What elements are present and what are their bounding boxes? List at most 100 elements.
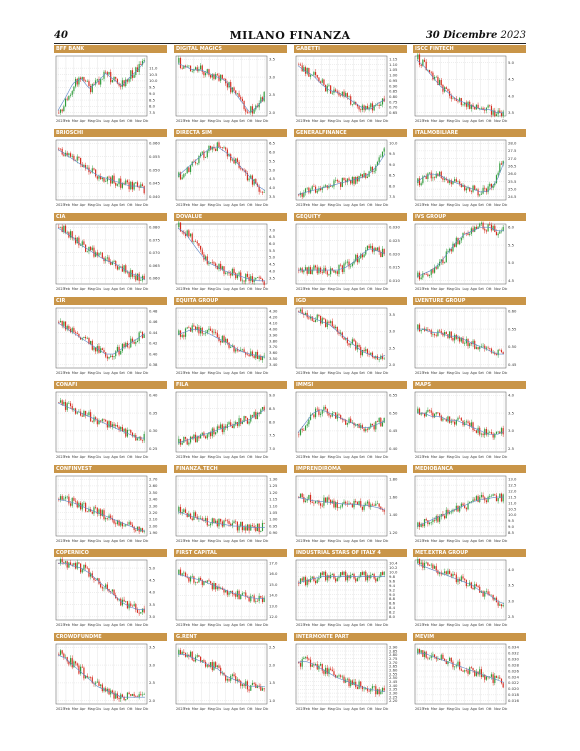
candle-body bbox=[73, 563, 75, 565]
moving-average-line bbox=[57, 227, 146, 281]
candle-body bbox=[306, 498, 308, 501]
candle-body bbox=[480, 193, 482, 195]
candle-body bbox=[306, 424, 308, 426]
candle-body bbox=[447, 180, 449, 183]
candle-body bbox=[370, 245, 372, 248]
x-tick-label: Ago bbox=[111, 371, 118, 375]
x-tick-label: Dic bbox=[143, 287, 149, 291]
x-tick-label: Mar bbox=[72, 119, 79, 123]
candle-body bbox=[309, 494, 312, 502]
x-tick-label: Feb bbox=[184, 623, 190, 627]
x-tick-label: Giu bbox=[96, 371, 102, 375]
candle-body bbox=[454, 666, 456, 668]
y-tick-label: 2.75 bbox=[389, 656, 398, 661]
x-tick-label: Dic bbox=[383, 287, 389, 291]
candle-body bbox=[98, 509, 100, 514]
candle-body bbox=[371, 166, 374, 172]
candle-body bbox=[126, 79, 129, 82]
moving-average-line bbox=[178, 654, 265, 687]
candle-body bbox=[366, 575, 369, 581]
candle-body bbox=[74, 661, 77, 664]
candle-body bbox=[472, 228, 474, 232]
candle-body bbox=[250, 351, 252, 357]
moving-average-line bbox=[297, 153, 386, 195]
candle-body bbox=[225, 147, 227, 150]
candle-body bbox=[80, 245, 82, 246]
candle-body bbox=[221, 266, 223, 270]
plot-frame bbox=[175, 391, 268, 453]
candle-body bbox=[255, 351, 257, 358]
candle-body bbox=[485, 676, 488, 680]
x-tick-label: Ago bbox=[351, 539, 358, 543]
candle-body bbox=[301, 659, 303, 667]
candle-body bbox=[313, 186, 315, 187]
x-tick-label: Apr bbox=[80, 707, 86, 711]
candle-body bbox=[140, 184, 142, 188]
x-tick-label: Apr bbox=[320, 539, 326, 543]
candle-body bbox=[223, 335, 225, 343]
y-tick-label: 4.0 bbox=[149, 590, 156, 595]
candle-body bbox=[260, 97, 262, 104]
candle-body bbox=[228, 422, 230, 425]
y-tick-label: 2.5 bbox=[508, 446, 515, 451]
candle-body bbox=[363, 350, 365, 352]
candle-body bbox=[186, 327, 188, 329]
candle-body bbox=[462, 337, 464, 344]
candle-body bbox=[128, 346, 130, 348]
candle-body bbox=[245, 416, 247, 418]
x-tick-label: Lug bbox=[343, 371, 349, 375]
x-tick-label: Nov bbox=[494, 707, 501, 711]
x-tick-label: Nov bbox=[375, 119, 382, 123]
candle-body bbox=[465, 188, 467, 191]
candle-body bbox=[116, 520, 118, 525]
candle-body bbox=[66, 152, 68, 156]
candle-body bbox=[228, 679, 230, 681]
moving-average-line bbox=[416, 226, 504, 277]
candle-body bbox=[206, 434, 208, 439]
candle-body bbox=[88, 246, 90, 252]
candle-body bbox=[248, 178, 250, 181]
x-tick-label: 2023 bbox=[415, 623, 424, 627]
candle-body bbox=[490, 224, 493, 231]
plot-frame bbox=[175, 475, 268, 537]
candle-body bbox=[301, 65, 303, 72]
candle-body bbox=[376, 689, 379, 695]
candle-body bbox=[218, 263, 220, 270]
y-tick-label: 9.5 bbox=[508, 518, 515, 523]
candle-body bbox=[251, 415, 254, 417]
candle-body bbox=[236, 422, 238, 426]
candle-body bbox=[260, 686, 262, 691]
candle-body bbox=[323, 406, 325, 411]
candle-body bbox=[375, 578, 377, 582]
candle-body bbox=[196, 163, 198, 164]
candle-body bbox=[449, 416, 451, 423]
candle-body bbox=[381, 509, 384, 511]
y-tick-label: 9.8 bbox=[389, 574, 396, 579]
candle-body bbox=[487, 105, 489, 108]
candle-body bbox=[113, 76, 115, 80]
x-tick-label: Ago bbox=[231, 287, 238, 291]
candle-body bbox=[241, 168, 243, 171]
candle-body bbox=[76, 156, 78, 161]
candle-body bbox=[83, 564, 85, 570]
candle-body bbox=[343, 676, 345, 683]
y-tick-label: 0.022 bbox=[508, 680, 519, 685]
candle-body bbox=[78, 665, 80, 674]
candle-body bbox=[253, 279, 255, 283]
y-tick-label: 27.5 bbox=[508, 148, 517, 153]
candle-body bbox=[428, 69, 431, 73]
moving-average-line bbox=[177, 328, 266, 358]
candle-body bbox=[105, 258, 107, 262]
candle-body bbox=[106, 584, 108, 589]
chart-mediobanca: MEDIOBANCA 13.0 12.5 12.0 11.5 11.0 10.5 10.0 9.… bbox=[413, 465, 526, 545]
candle-body bbox=[80, 157, 82, 165]
y-tick-label: 1.0 bbox=[269, 698, 276, 703]
x-tick-label: Mar bbox=[431, 455, 438, 459]
y-tick-label: 0.35 bbox=[149, 410, 158, 415]
candle-body bbox=[101, 78, 103, 80]
candle-body bbox=[454, 573, 456, 575]
candle-body bbox=[223, 672, 225, 676]
candle-body bbox=[311, 186, 313, 190]
